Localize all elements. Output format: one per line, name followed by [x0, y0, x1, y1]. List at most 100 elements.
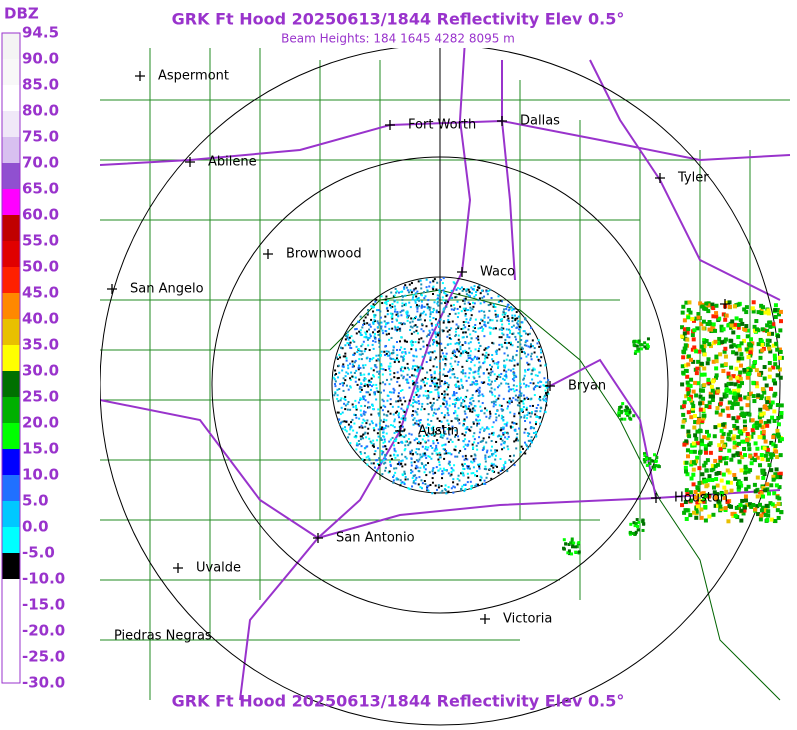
- echo-pixel: [399, 389, 402, 392]
- echo-pixel: [404, 475, 407, 478]
- storm-pixel: [734, 351, 739, 356]
- echo-pixel: [412, 317, 415, 320]
- city-marker: [263, 249, 273, 259]
- echo-pixel: [392, 387, 395, 390]
- echo-pixel: [409, 328, 412, 331]
- echo-pixel: [506, 432, 509, 435]
- echo-pixel: [416, 407, 419, 410]
- storm-pixel: [720, 492, 725, 497]
- echo-pixel: [377, 435, 380, 438]
- storm-pixel: [761, 435, 766, 440]
- echo-pixel: [467, 354, 470, 357]
- storm-pixel: [724, 313, 729, 318]
- echo-pixel: [514, 398, 517, 401]
- storm-pixel: [685, 508, 690, 513]
- echo-pixel: [505, 358, 508, 361]
- storm-pixel: [714, 477, 719, 482]
- echo-pixel: [404, 400, 407, 403]
- echo-pixel: [404, 304, 407, 307]
- echo-pixel: [385, 419, 388, 422]
- echo-pixel: [442, 329, 445, 332]
- storm-pixel: [732, 445, 737, 450]
- echo-pixel: [437, 395, 440, 398]
- storm-pixel: [728, 390, 733, 395]
- storm-pixel: [727, 504, 732, 509]
- storm-pixel: [694, 515, 699, 520]
- storm-pixel: [738, 397, 743, 402]
- echo-pixel: [441, 473, 444, 476]
- echo-pixel: [340, 397, 343, 400]
- echo-pixel: [509, 341, 512, 344]
- echo-pixel: [411, 477, 414, 480]
- echo-pixel: [535, 435, 538, 438]
- storm-pixel: [740, 455, 745, 460]
- echo-pixel: [470, 487, 473, 490]
- echo-pixel: [478, 422, 481, 425]
- echo-pixel: [404, 434, 407, 437]
- echo-pixel: [486, 427, 489, 430]
- echo-pixel: [419, 453, 422, 456]
- storm-pixel: [733, 322, 738, 327]
- storm-pixel: [739, 341, 744, 346]
- echo-pixel: [462, 419, 465, 422]
- echo-pixel: [389, 312, 392, 315]
- echo-pixel: [344, 334, 347, 337]
- storm-pixel: [724, 383, 729, 388]
- echo-pixel: [472, 371, 475, 374]
- echo-pixel: [400, 346, 403, 349]
- echo-pixel: [393, 305, 396, 308]
- echo-pixel: [399, 479, 402, 482]
- echo-pixel: [424, 454, 427, 457]
- echo-pixel: [482, 447, 485, 450]
- storm-pixel: [733, 382, 738, 387]
- echo-pixel: [374, 340, 377, 343]
- echo-pixel: [545, 404, 548, 407]
- echo-pixel: [367, 309, 370, 312]
- echo-pixel: [355, 407, 358, 410]
- echo-pixel: [479, 326, 482, 329]
- storm-pixel: [699, 438, 704, 443]
- storm-pixel: [745, 437, 750, 442]
- subtitle: Beam Heights: 184 1645 4282 8095 m: [281, 32, 515, 46]
- echo-pixel: [444, 301, 447, 304]
- echo-pixel: [378, 323, 381, 326]
- echo-pixel: [512, 384, 515, 387]
- storm-pixel: [683, 346, 688, 351]
- echo-pixel: [524, 369, 527, 372]
- echo-pixel: [477, 338, 480, 341]
- echo-pixel: [452, 350, 455, 353]
- echo-pixel: [457, 327, 460, 330]
- echo-pixel: [536, 355, 539, 358]
- echo-pixel: [511, 309, 514, 312]
- storm-pixel: [704, 468, 709, 473]
- storm-pixel: [729, 325, 734, 330]
- echo-pixel: [420, 306, 423, 309]
- storm-pixel: [699, 507, 704, 512]
- echo-pixel: [358, 443, 361, 446]
- echo-pixel: [506, 401, 509, 404]
- storm-pixel: [776, 434, 781, 439]
- echo-pixel: [539, 395, 542, 398]
- echo-pixel: [381, 302, 384, 305]
- echo-pixel: [484, 354, 487, 357]
- storm-pixel: [743, 395, 748, 400]
- echo-pixel: [513, 359, 516, 362]
- echo-pixel: [513, 464, 516, 467]
- storm-pixel: [753, 423, 758, 428]
- echo-pixel: [439, 318, 442, 321]
- echo-pixel: [479, 292, 482, 295]
- echo-pixel: [379, 391, 382, 394]
- storm-pixel: [740, 321, 745, 326]
- storm-pixel: [761, 486, 766, 491]
- echo-pixel: [417, 297, 420, 300]
- echo-pixel: [461, 471, 464, 474]
- storm-pixel: [738, 502, 743, 507]
- echo-pixel: [414, 324, 417, 327]
- echo-pixel: [446, 330, 449, 333]
- storm-pixel: [777, 367, 782, 372]
- storm-pixel: [737, 374, 742, 379]
- echo-pixel: [406, 380, 409, 383]
- echo-pixel: [414, 451, 417, 454]
- storm-pixel: [725, 468, 730, 473]
- echo-pixel: [404, 302, 407, 305]
